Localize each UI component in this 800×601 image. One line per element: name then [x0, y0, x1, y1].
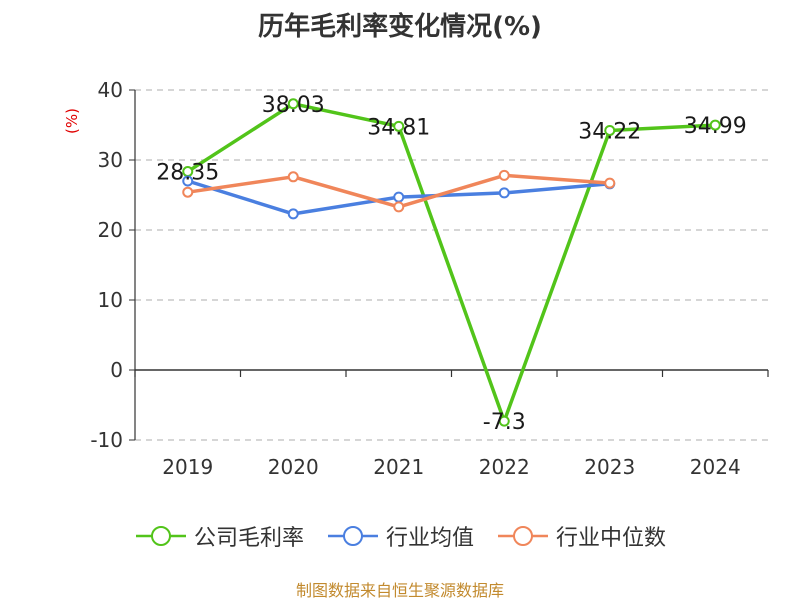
- x-tick-label: 2024: [690, 455, 741, 479]
- data-point: [393, 191, 405, 203]
- legend-label: 行业中位数: [556, 526, 667, 551]
- x-tick-label: 2019: [162, 455, 213, 479]
- legend-label: 公司毛利率: [193, 526, 304, 551]
- data-label: -7.3: [483, 410, 526, 435]
- data-point: [498, 187, 510, 199]
- data-point: [287, 98, 299, 110]
- series-line: [186, 102, 716, 423]
- legend: 公司毛利率 行业均值 行业中位数: [0, 518, 800, 554]
- data-label: 34.81: [367, 115, 430, 140]
- source-note: 制图数据来自恒生聚源数据库: [295, 581, 504, 600]
- data-point: [393, 120, 405, 132]
- legend-swatch: [135, 526, 186, 546]
- legend-item[interactable]: 行业均值: [326, 520, 474, 552]
- chart-title: 历年毛利率变化情况(%): [258, 12, 542, 42]
- legend-swatch: [327, 526, 378, 546]
- x-tick-label: 2023: [584, 455, 635, 479]
- data-point: [182, 175, 194, 187]
- data-point: [604, 177, 616, 189]
- y-tick-label: 40: [98, 78, 123, 102]
- y-tick-label: 30: [98, 148, 123, 172]
- legend-swatch: [498, 526, 548, 546]
- y-tick-label: 20: [98, 218, 123, 242]
- y-tick-label: 0: [110, 358, 123, 382]
- data-point: [287, 171, 299, 183]
- y-tick-label: -10: [90, 428, 123, 452]
- data-point: [709, 119, 721, 131]
- data-point: [604, 124, 616, 136]
- axis-layer: 40 30 20 10 0 -10 2019 2020 2021 2022 2023 2024: [90, 78, 769, 479]
- legend-label: 行业均值: [385, 526, 474, 551]
- data-point: [182, 186, 194, 198]
- data-label-layer: 28.35 38.03 34.81 -7.3 34.22 34.99: [156, 93, 746, 435]
- data-label: 34.22: [578, 119, 641, 144]
- x-tick-label: 2021: [373, 455, 424, 479]
- x-tick-label: 2022: [479, 455, 530, 479]
- legend-item[interactable]: 公司毛利率: [134, 520, 304, 552]
- data-point: [498, 169, 510, 181]
- data-point: [393, 201, 405, 213]
- series-layer: [182, 98, 721, 427]
- y-tick-label: 10: [98, 288, 123, 312]
- legend-item[interactable]: 行业中位数: [496, 520, 666, 552]
- data-label: 34.99: [684, 114, 747, 139]
- data-point: [498, 415, 510, 427]
- data-label: 28.35: [156, 161, 219, 186]
- data-point: [287, 208, 299, 220]
- data-label: 38.03: [262, 93, 325, 118]
- x-tick-label: 2020: [268, 455, 319, 479]
